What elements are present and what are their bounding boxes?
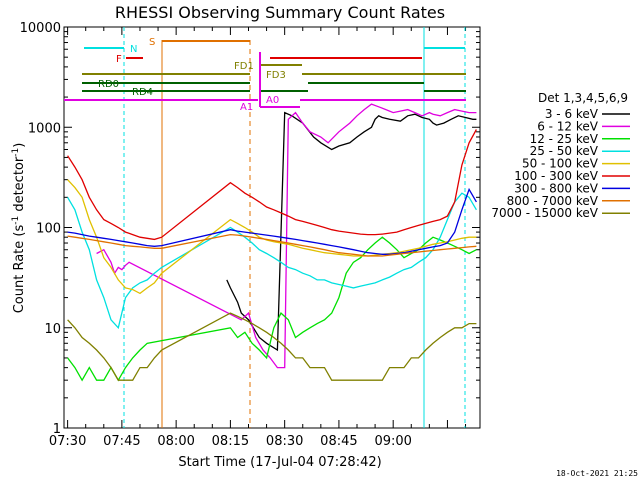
state-label-fd3: FD3 bbox=[266, 70, 286, 81]
legend-label-1: 6 - 12 keV bbox=[537, 119, 599, 133]
legend-label-4: 50 - 100 keV bbox=[522, 157, 599, 171]
y-axis-title-end: ) bbox=[12, 143, 27, 148]
plot-area bbox=[63, 26, 481, 429]
y-tick-label: 100 bbox=[36, 222, 61, 237]
y-axis-title: Count Rate (s-1 detector-1) bbox=[11, 143, 27, 314]
state-label-s: S bbox=[149, 37, 155, 48]
y-tick-labels: 1 10 100 1000 10000 bbox=[20, 21, 61, 437]
series-line-1 bbox=[96, 103, 477, 369]
state-label-a1: A1 bbox=[240, 102, 253, 113]
y-tick-label: 1000 bbox=[28, 121, 61, 136]
axes-ticks bbox=[64, 27, 480, 429]
state-label-fd1: FD1 bbox=[234, 61, 254, 72]
y-axis-title-sup: -1 bbox=[11, 216, 21, 225]
x-tick-label: 07:30 bbox=[49, 434, 86, 449]
series-lines bbox=[67, 103, 477, 382]
state-label-rd4: RD4 bbox=[132, 87, 153, 98]
legend-label-0: 3 - 6 keV bbox=[545, 107, 599, 121]
legend-label-3: 25 - 50 keV bbox=[530, 144, 599, 158]
series-line-0 bbox=[226, 111, 477, 352]
y-tick-label: 10 bbox=[44, 322, 61, 337]
series-line-4 bbox=[67, 179, 477, 295]
y-axis-title-sup-2: -1 bbox=[11, 148, 21, 157]
y-axis-title-mid: detector bbox=[12, 156, 27, 216]
state-label-rd0: RD0 bbox=[98, 79, 119, 90]
x-tick-label: 08:15 bbox=[212, 434, 249, 449]
x-tick-label: 08:45 bbox=[320, 434, 357, 449]
timestamp: 18-Oct-2021 21:25 bbox=[556, 469, 638, 478]
state-label-a0: A0 bbox=[266, 95, 279, 106]
x-tick-label: 08:30 bbox=[266, 434, 303, 449]
legend-label-6: 300 - 800 keV bbox=[514, 181, 598, 195]
x-tick-label: 07:45 bbox=[103, 434, 140, 449]
y-tick-label: 10000 bbox=[20, 21, 61, 36]
x-axis-title: Start Time (17-Jul-04 07:28:42) bbox=[178, 455, 381, 470]
legend-label-2: 12 - 25 keV bbox=[530, 132, 599, 146]
series-line-5 bbox=[67, 129, 477, 241]
chart-title: RHESSI Observing Summary Count Rates bbox=[115, 3, 445, 22]
legend-label-8: 7000 - 15000 keV bbox=[491, 206, 598, 220]
series-line-7 bbox=[67, 233, 477, 257]
legend-label-5: 100 - 300 keV bbox=[514, 169, 598, 183]
series-line-3 bbox=[67, 192, 477, 330]
legend-label-7: 800 - 7000 keV bbox=[507, 194, 599, 208]
x-tick-label: 08:00 bbox=[157, 434, 194, 449]
legend-title: Det 1,3,4,5,6,9 bbox=[538, 91, 628, 105]
y-tick-label: 1 bbox=[53, 422, 61, 437]
x-tick-labels: 07:30 07:45 08:00 08:15 08:30 08:45 09:00 bbox=[49, 434, 412, 449]
series-line-6 bbox=[67, 187, 477, 255]
state-label-n: N bbox=[130, 44, 137, 55]
state-label-f: F bbox=[116, 54, 122, 65]
instrument-state-bars: N S F FD1 FD3 RD0 RD4 A1 A0 bbox=[64, 27, 466, 428]
y-axis-title-main: Count Rate (s bbox=[12, 225, 27, 314]
x-tick-label: 09:00 bbox=[374, 434, 411, 449]
series-line-2 bbox=[67, 236, 477, 382]
series-line-8 bbox=[67, 312, 477, 381]
